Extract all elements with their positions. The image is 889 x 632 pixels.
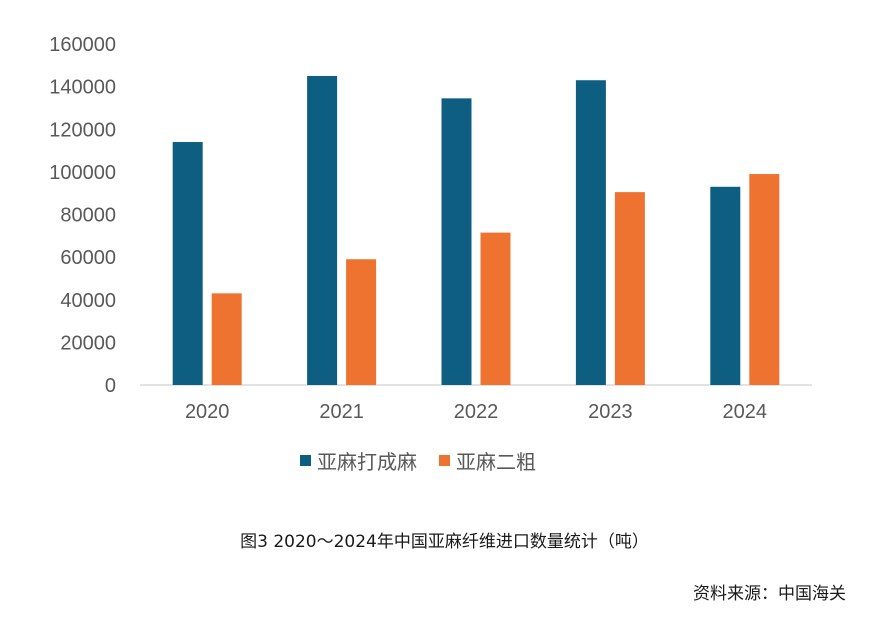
bar-series-2-2020: [211, 293, 242, 385]
legend-label: 亚麻二粗: [456, 450, 536, 474]
legend: 亚麻打成麻 亚麻二粗: [300, 446, 558, 475]
bar-series-2-2022: [480, 232, 511, 385]
bar-chart: 0 20000 40000 60000 80000 100000 120000 140000 1…: [49, 34, 812, 423]
y-axis-ticks: 0 20000 40000 60000 80000 100000 120000 140000 1…: [49, 34, 116, 397]
bar-series-1-2023: [575, 80, 606, 385]
x-tick-label: 2023: [588, 401, 633, 423]
legend-swatch: [300, 455, 311, 466]
y-tick-label: 80000: [60, 205, 116, 227]
y-tick-label: 100000: [49, 162, 116, 184]
y-tick-label: 140000: [49, 77, 116, 99]
legend-item-series-2: 亚麻二粗: [439, 446, 536, 475]
bar-series-1-2024: [710, 186, 741, 385]
y-tick-label: 0: [105, 375, 116, 397]
x-tick-label: 2024: [723, 401, 768, 423]
figure-caption: 图3 2020～2024年中国亚麻纤维进口数量统计（吨）: [240, 532, 649, 552]
y-tick-label: 20000: [60, 332, 116, 354]
x-tick-label: 2022: [454, 401, 499, 423]
legend-item-series-1: 亚麻打成麻: [300, 446, 417, 475]
y-tick-label: 40000: [60, 290, 116, 312]
legend-label: 亚麻打成麻: [317, 450, 417, 474]
legend-swatch: [439, 455, 450, 466]
bar-series-1-2022: [441, 98, 472, 386]
bar-series-2-2021: [346, 259, 377, 385]
y-tick-label: 60000: [60, 247, 116, 269]
y-tick-label: 120000: [49, 119, 116, 141]
bar-series-2-2023: [614, 192, 645, 385]
x-tick-label: 2021: [319, 401, 364, 423]
y-tick-label: 160000: [49, 34, 116, 56]
bar-series-1-2020: [172, 142, 203, 385]
bar-series-2-2024: [749, 174, 780, 385]
x-tick-label: 2020: [185, 401, 230, 423]
source-note: 资料来源：中国海关: [693, 584, 846, 604]
x-axis-ticks: 2020 2021 2022 2023 2024: [185, 401, 767, 423]
bar-series-1-2021: [307, 75, 338, 385]
bars: [172, 75, 780, 386]
